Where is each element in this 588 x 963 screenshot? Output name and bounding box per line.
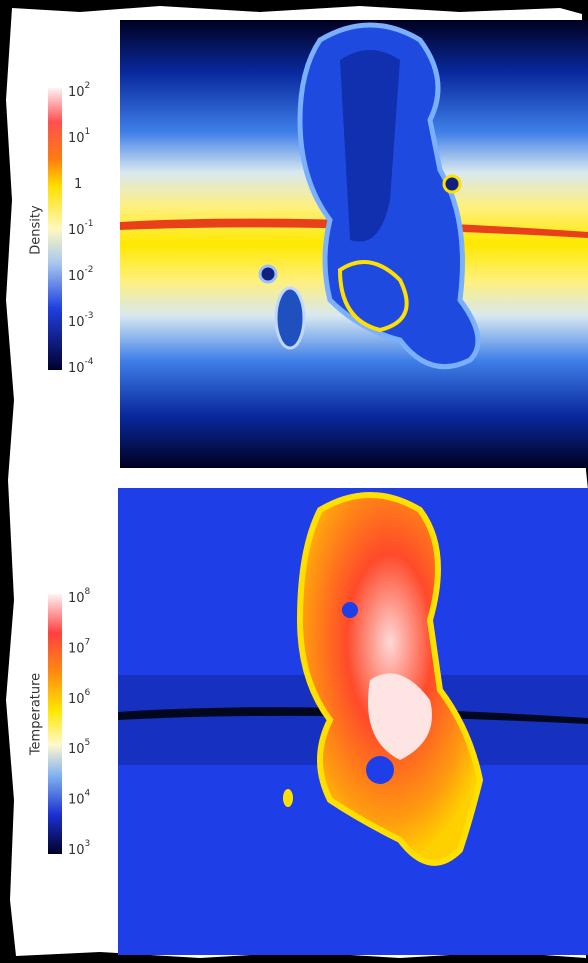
tick-base: 1 <box>74 177 82 192</box>
tick-base: 10 <box>68 131 85 146</box>
tick-exponent: 4 <box>85 788 91 798</box>
tick-exponent: 3 <box>85 839 91 849</box>
tick-exponent: 8 <box>85 587 91 597</box>
tick-exponent: 7 <box>85 637 91 647</box>
tick-base: 10 <box>68 742 85 757</box>
tick-label: 1 <box>74 177 82 192</box>
tick-base: 10 <box>68 691 85 706</box>
tick-base: 10 <box>68 85 85 100</box>
tick-base: 10 <box>68 641 85 656</box>
tick-exponent: -4 <box>85 357 94 367</box>
colorbar <box>48 594 62 854</box>
tick-base: 10 <box>68 361 85 376</box>
colorbar <box>48 88 62 370</box>
tick-base: 10 <box>68 792 85 807</box>
tick-base: 10 <box>68 591 85 606</box>
tick-exponent: -3 <box>85 311 94 321</box>
tick-base: 10 <box>68 843 85 858</box>
tick-exponent: 6 <box>85 687 91 697</box>
tick-exponent: -1 <box>85 219 94 229</box>
tick-base: 10 <box>68 223 85 238</box>
tick-exponent: -2 <box>85 265 94 275</box>
colorbar-label: Density <box>29 205 44 255</box>
tick-exponent: 2 <box>85 81 91 91</box>
tick-base: 10 <box>68 315 85 330</box>
figure: Density Temperature 102101110-110-210-31… <box>0 0 588 963</box>
tick-exponent: 1 <box>85 127 91 137</box>
tick-base: 10 <box>68 269 85 284</box>
colorbar-label: Temperature <box>29 673 44 756</box>
tick-exponent: 5 <box>85 738 91 748</box>
